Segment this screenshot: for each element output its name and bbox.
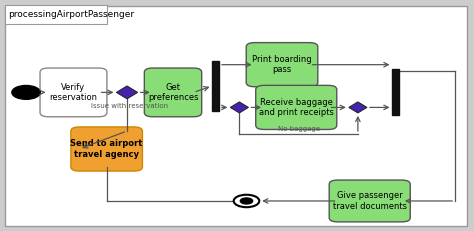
Polygon shape	[117, 86, 137, 99]
Text: No baggage: No baggage	[278, 126, 319, 132]
Circle shape	[12, 85, 40, 99]
FancyBboxPatch shape	[329, 180, 410, 222]
Text: Verify
reservation: Verify reservation	[49, 83, 98, 102]
Text: processingAirportPassenger: processingAirportPassenger	[9, 10, 135, 19]
FancyBboxPatch shape	[144, 68, 201, 117]
FancyBboxPatch shape	[5, 6, 467, 226]
Text: Issue with reservation: Issue with reservation	[91, 103, 168, 109]
FancyBboxPatch shape	[5, 5, 107, 24]
Polygon shape	[349, 102, 367, 113]
FancyBboxPatch shape	[71, 127, 142, 171]
Text: Give passenger
travel documents: Give passenger travel documents	[333, 191, 407, 211]
Text: Send to airport
travel agency: Send to airport travel agency	[71, 139, 143, 159]
Text: Get
preferences: Get preferences	[148, 83, 198, 102]
Bar	[212, 61, 219, 111]
Bar	[392, 69, 399, 115]
Text: Receive baggage
and print receipts: Receive baggage and print receipts	[259, 98, 334, 117]
Circle shape	[240, 198, 253, 204]
Text: Print boarding
pass: Print boarding pass	[252, 55, 312, 74]
Circle shape	[234, 195, 259, 207]
FancyBboxPatch shape	[40, 68, 107, 117]
FancyBboxPatch shape	[255, 85, 337, 129]
FancyBboxPatch shape	[246, 43, 318, 87]
Polygon shape	[230, 102, 248, 113]
